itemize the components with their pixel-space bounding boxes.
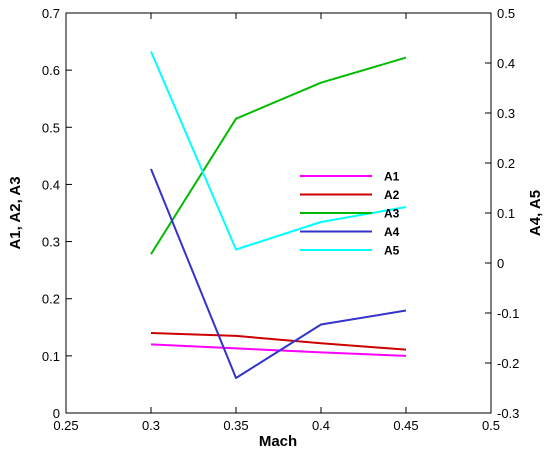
y-left-tick-label: 0.7 xyxy=(42,6,60,21)
y-left-tick-label: 0 xyxy=(53,406,60,421)
series-line-a2 xyxy=(150,332,407,351)
legend: A1 A2 A3 A4 A5 xyxy=(300,170,400,258)
y-left-tick-label: 0.6 xyxy=(42,63,60,78)
y-right-tick-label: 0.1 xyxy=(497,206,515,221)
ticks-layer: 0.25 0.3 0.35 0.4 0.45 0.5 0 0.1 0.2 0.3 0.4 0.5 0.6… xyxy=(42,6,519,433)
y-right-tick-label: 0.2 xyxy=(497,156,515,171)
y-right-tick-label: 0 xyxy=(497,256,504,271)
x-tick-label: 0.3 xyxy=(142,418,160,433)
y-right-tick-label: 0.4 xyxy=(497,56,515,71)
y-axis-left-title: A1, A2, A3 xyxy=(7,176,24,249)
y-left-tick-label: 0.5 xyxy=(42,120,60,135)
y-right-tick-label: -0.3 xyxy=(497,406,519,421)
y-right-tick-label: 0.5 xyxy=(497,6,515,21)
plot-frame xyxy=(65,12,492,414)
x-tick-label: 0.4 xyxy=(312,418,330,433)
x-tick-label: 0.35 xyxy=(223,418,248,433)
legend-label-a3: A3 xyxy=(384,207,400,221)
y-right-tick-label: -0.1 xyxy=(497,306,519,321)
y-right-tick-label: 0.3 xyxy=(497,106,515,121)
y-left-tick-label: 0.2 xyxy=(42,292,60,307)
y-left-tick-label: 0.4 xyxy=(42,177,60,192)
y-left-tick-label: 0.1 xyxy=(42,349,60,364)
series-layer xyxy=(150,51,407,379)
y-right-tick-label: -0.2 xyxy=(497,356,519,371)
x-tick-label: 0.5 xyxy=(482,418,500,433)
series-line-a5 xyxy=(150,51,407,251)
series-line-a3 xyxy=(150,56,407,255)
legend-label-a1: A1 xyxy=(384,170,400,184)
legend-label-a5: A5 xyxy=(384,244,400,258)
series-line-a4 xyxy=(150,168,407,379)
legend-label-a2: A2 xyxy=(384,188,400,202)
x-axis-title: Mach xyxy=(259,433,297,450)
y-axis-right-title: A4, A5 xyxy=(527,190,544,236)
y-left-tick-label: 0.3 xyxy=(42,235,60,250)
x-tick-label: 0.25 xyxy=(53,418,78,433)
x-tick-label: 0.45 xyxy=(393,418,418,433)
legend-label-a4: A4 xyxy=(384,225,400,239)
